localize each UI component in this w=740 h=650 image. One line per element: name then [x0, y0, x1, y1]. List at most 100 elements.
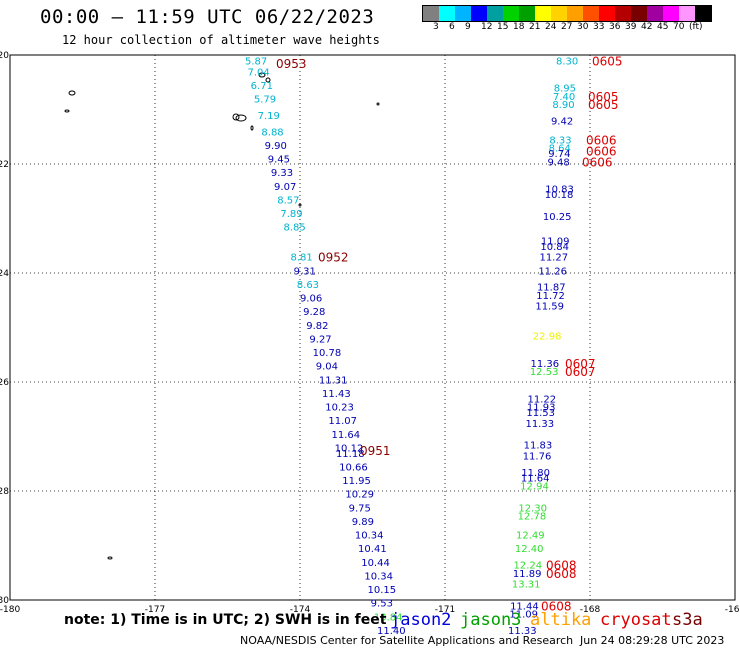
wave-height-label: 9.45 — [268, 155, 290, 166]
colorbar-swatch — [487, 6, 503, 21]
wave-height-label: 11.72 — [536, 291, 565, 302]
wave-height-label: 11.33 — [525, 419, 554, 430]
wave-height-label: 11.83 — [524, 441, 553, 452]
wave-height-label: 10.44 — [361, 558, 390, 569]
colorbar-swatch — [439, 6, 455, 21]
colorbar-label: 33 — [593, 22, 605, 32]
wave-height-label: 9.42 — [551, 116, 573, 127]
colorbar-swatch — [615, 6, 631, 21]
wave-height-label: 10.34 — [364, 571, 393, 582]
wave-height-label: 11.76 — [523, 452, 552, 463]
wave-height-label: 8.90 — [552, 100, 574, 111]
colorbar-label: 3 — [433, 22, 439, 32]
lat-tick-label: -24 — [0, 269, 9, 279]
pass-time-label: 0608 — [546, 559, 577, 573]
wave-height-label: 8.81 — [290, 253, 312, 264]
colorbar-swatch — [503, 6, 519, 21]
lat-tick-label: -30 — [0, 596, 9, 606]
wave-height-label: 10.66 — [339, 462, 368, 473]
wave-height-label: 11.40 — [377, 626, 406, 637]
wave-height-label: 10.23 — [325, 403, 354, 414]
wave-height-label: 13.84 — [374, 612, 403, 623]
pass-time-label: 0608 — [541, 599, 572, 613]
lon-tick-label: -177 — [145, 605, 165, 615]
colorbar — [422, 5, 712, 22]
colorbar-swatch — [455, 6, 471, 21]
wave-height-label: 11.87 — [537, 283, 566, 294]
wave-height-label: 11.64 — [521, 473, 550, 484]
island-outline — [232, 113, 240, 121]
wave-height-label: 9.07 — [274, 182, 296, 193]
island-outline — [298, 203, 302, 207]
footer-credit: NOAA/NESDIS Center for Satellite Applica… — [240, 634, 574, 647]
wave-height-label: 11.36 — [531, 359, 560, 370]
wave-height-label: 12.78 — [518, 512, 547, 523]
lat-tick-label: -22 — [0, 160, 9, 170]
satellite-legend-jason3: jason3 — [460, 610, 522, 630]
colorbar-label: 21 — [529, 22, 541, 32]
colorbar-label: 18 — [513, 22, 525, 32]
wave-height-label: 11.09 — [541, 236, 570, 247]
lat-tick-label: -28 — [0, 487, 9, 497]
wave-height-label: 9.53 — [371, 599, 393, 610]
lat-tick-label: -26 — [0, 378, 9, 388]
wave-height-label: 11.26 — [538, 266, 567, 277]
lon-tick-label: -168 — [580, 605, 601, 615]
wave-height-label: 10.15 — [368, 585, 397, 596]
colorbar-label: 15 — [497, 22, 509, 32]
pass-time-label: 0952 — [318, 251, 349, 265]
pass-time-label: 0606 — [586, 144, 617, 158]
island-outline — [258, 72, 266, 78]
colorbar-swatch — [631, 6, 647, 21]
satellite-legend-s3a: s3a — [672, 610, 703, 630]
wave-height-label: 5.87 — [245, 56, 267, 67]
wave-height-label: 6.71 — [251, 81, 273, 92]
wave-height-label: 9.82 — [306, 321, 328, 332]
colorbar-label: 9 — [465, 22, 471, 32]
wave-height-label: 11.44 — [510, 601, 539, 612]
wave-height-label: 8.64 — [549, 144, 571, 155]
colorbar-label: 27 — [561, 22, 573, 32]
lon-tick-label: -165 — [725, 605, 740, 615]
wave-height-label: 10.83 — [545, 185, 574, 196]
colorbar-label: 24 — [545, 22, 557, 32]
wave-height-label: 10.34 — [355, 531, 384, 542]
colorbar-swatch — [423, 6, 439, 21]
pass-time-label: 0605 — [592, 54, 623, 68]
wave-height-label: 9.33 — [271, 168, 293, 179]
wave-height-label: 10.12 — [335, 443, 364, 454]
wave-height-label: 5.79 — [254, 95, 276, 106]
pass-time-label: 0608 — [546, 567, 577, 581]
wave-height-label: 9.90 — [265, 141, 287, 152]
wave-height-label: 10.78 — [313, 348, 342, 359]
colorbar-label: (ft) — [689, 22, 703, 32]
wave-height-label: 9.31 — [294, 266, 316, 277]
satellite-legend-altika: altika — [530, 610, 592, 630]
wave-height-label: 11.07 — [328, 416, 357, 427]
colorbar-label: 12 — [481, 22, 493, 32]
pass-time-label: 0606 — [582, 155, 613, 169]
island-outline — [235, 114, 247, 122]
wave-height-label: 7.40 — [553, 92, 575, 103]
wave-height-label: 11.95 — [342, 476, 371, 487]
island-outline — [265, 77, 271, 83]
wave-height-label: 11.59 — [535, 302, 564, 313]
lon-tick-label: -171 — [435, 605, 455, 615]
wave-height-label: 11.43 — [322, 389, 351, 400]
wave-height-label: 12.30 — [518, 503, 547, 514]
note-text: note: 1) Time is in UTC; 2) SWH is in fe… — [64, 612, 387, 628]
satellite-legend-cryosat: cryosat — [600, 610, 672, 630]
wave-height-label: 9.27 — [309, 334, 331, 345]
wave-height-label: 8.85 — [284, 223, 306, 234]
wave-height-label: 9.06 — [300, 294, 322, 305]
wave-height-label: 9.48 — [548, 157, 570, 168]
lat-tick-label: -20 — [0, 51, 9, 61]
footer-timestamp: Jun 24 08:29:28 UTC 2023 — [580, 634, 725, 647]
colorbar-label: 6 — [449, 22, 455, 32]
island-outline — [68, 90, 76, 96]
pass-time-label: 0606 — [586, 133, 617, 147]
wave-height-label: 12.40 — [515, 544, 544, 555]
colorbar-label: 70 — [673, 22, 685, 32]
pass-time-label: 0605 — [588, 98, 619, 112]
colorbar-swatch — [663, 6, 679, 21]
